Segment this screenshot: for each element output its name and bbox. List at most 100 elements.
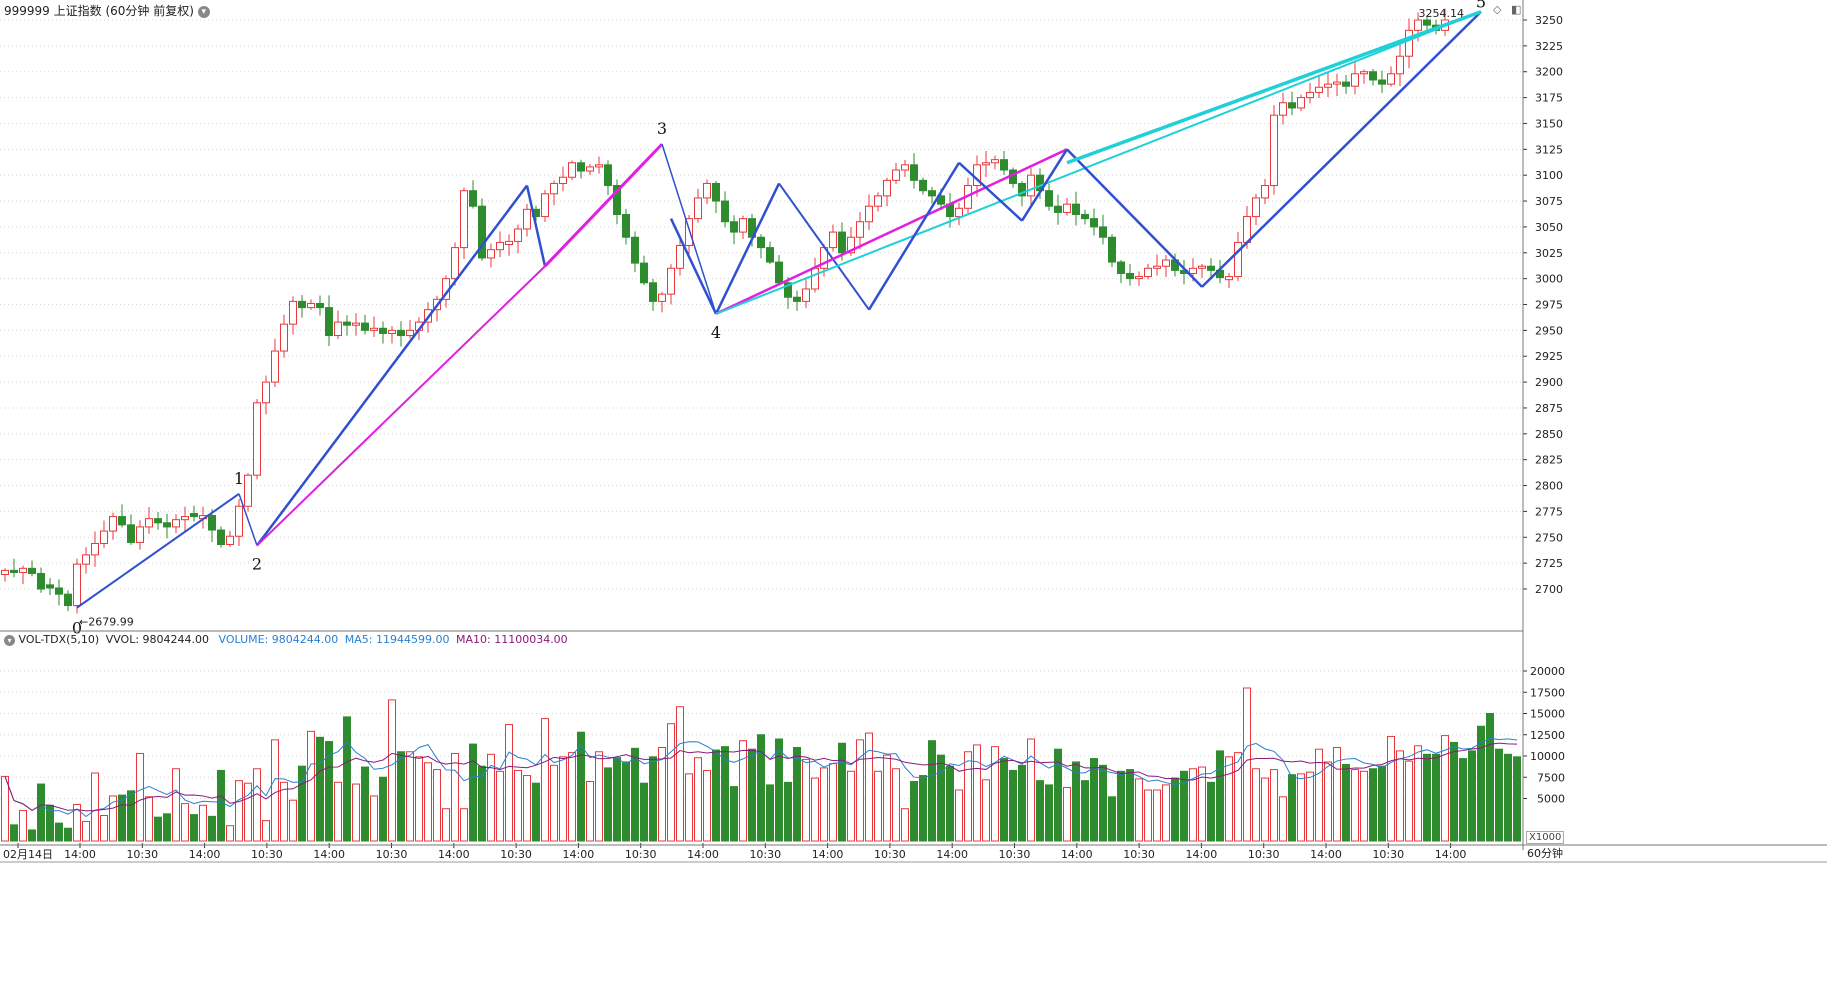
price-tick-label: 3200	[1535, 66, 1563, 79]
volume-bar	[424, 762, 432, 842]
candle-body	[1117, 261, 1125, 274]
volume-tick-label: 10000	[1530, 750, 1565, 763]
chart-title: 999999 上证指数 (60分钟 前复权) ▾	[4, 2, 210, 19]
price-tick-label: 3125	[1535, 143, 1563, 156]
candle-body	[1279, 102, 1287, 116]
volume-bar	[703, 769, 711, 842]
wave-5i	[867, 162, 961, 311]
candle-body	[838, 231, 846, 254]
volume-bar	[370, 795, 378, 842]
price-tick-label: 2900	[1535, 376, 1563, 389]
candle-body	[784, 282, 792, 298]
candle-body	[613, 185, 621, 215]
volume-bar	[1396, 750, 1404, 842]
diamond-icon[interactable]: ◇	[1493, 3, 1502, 16]
candle-body	[1153, 265, 1161, 269]
volume-tick-label: 12500	[1530, 729, 1565, 742]
wave-3v	[543, 143, 664, 268]
price-tick-label: 2800	[1535, 480, 1563, 493]
candle-body	[343, 321, 351, 326]
volume-bar	[226, 825, 234, 842]
candle-body	[100, 530, 108, 544]
wave-3-4	[661, 143, 717, 315]
candle-body	[334, 321, 342, 337]
volume-bar	[811, 777, 819, 842]
price-tick-label: 3250	[1535, 14, 1563, 27]
volume-bar	[343, 716, 351, 842]
candle-body	[1063, 203, 1071, 213]
volume-bar	[460, 808, 468, 842]
candle-body	[595, 164, 603, 168]
volume-bar	[298, 765, 306, 842]
price-tick-label: 2925	[1535, 350, 1563, 363]
candle-body	[577, 162, 585, 172]
candle-body	[730, 221, 738, 233]
volume-bar	[721, 746, 729, 842]
volume-bar	[217, 769, 225, 842]
volume-bar	[748, 748, 756, 842]
volume-bar	[1081, 780, 1089, 842]
volume-bar	[55, 822, 63, 842]
candle-body	[811, 267, 819, 290]
panel-toggle-icon[interactable]: ◧	[1511, 3, 1522, 16]
volume-bar	[379, 776, 387, 842]
volume-bar	[658, 747, 666, 842]
candle-body	[649, 282, 657, 302]
volume-bar	[118, 794, 126, 842]
wave-label: 0	[72, 619, 82, 638]
candle-body	[37, 572, 45, 590]
volume-bar	[820, 767, 828, 842]
volume-bar	[874, 770, 882, 842]
volume-bar	[1423, 753, 1431, 842]
volume-bar	[577, 731, 585, 842]
volume-bar	[190, 814, 198, 842]
volume-bar	[541, 718, 549, 842]
volume-bar	[766, 784, 774, 842]
security-title: 999999 上证指数 (60分钟 前复权)	[4, 4, 194, 18]
time-tick-label: 14:00	[1061, 848, 1093, 861]
candle-body	[163, 522, 171, 528]
candle-body	[865, 205, 873, 223]
volume-bar	[712, 749, 720, 842]
volume-bar	[847, 770, 855, 842]
candle-body	[406, 329, 414, 337]
volume-bar	[586, 781, 594, 842]
time-axis: 02月14日 14:00 10:30 14:00 10:30 14:00 10:30 14:0…	[3, 843, 1466, 861]
period-label[interactable]: 60分钟	[1527, 847, 1563, 860]
candle-body	[694, 197, 702, 220]
volume-bar	[1477, 725, 1485, 842]
candle-body	[856, 221, 864, 238]
candle-body	[1315, 86, 1323, 93]
volume-bar	[10, 824, 18, 842]
candle-body	[883, 179, 891, 197]
volume-bar	[1144, 789, 1152, 842]
candle-body	[307, 302, 315, 309]
volume-bar	[1099, 764, 1107, 842]
candle-body	[1, 569, 9, 576]
candle-body	[1342, 81, 1350, 87]
wave-5v	[1201, 10, 1482, 288]
volume-bar	[1162, 784, 1170, 842]
price-tick-label: 3000	[1535, 273, 1563, 286]
collapse-icon[interactable]: ▾	[4, 634, 15, 646]
volume-bar	[982, 779, 990, 842]
volume-bar	[1117, 770, 1125, 842]
time-tick-label: 14:00	[936, 848, 968, 861]
dropdown-icon[interactable]: ▾	[197, 5, 210, 18]
volume-bar	[1009, 769, 1017, 842]
volume-bar	[316, 736, 324, 842]
volume-bar	[1252, 768, 1260, 842]
volume-bar	[694, 757, 702, 842]
volume-bar	[1234, 752, 1242, 842]
candle-body	[1225, 276, 1233, 281]
volume-bar	[1045, 784, 1053, 842]
volume-bar	[1297, 773, 1305, 842]
candle-body	[1135, 276, 1143, 280]
vvol-value: VVOL: 9804244.00	[105, 633, 210, 646]
volume-bar	[514, 769, 522, 842]
volume-bar	[937, 754, 945, 842]
ma10-value: MA10: 11100034.00	[455, 633, 568, 646]
volume-bar	[1, 775, 9, 842]
volume-bar	[91, 772, 99, 842]
volume-value: VOLUME: 9804244.00	[218, 633, 339, 646]
